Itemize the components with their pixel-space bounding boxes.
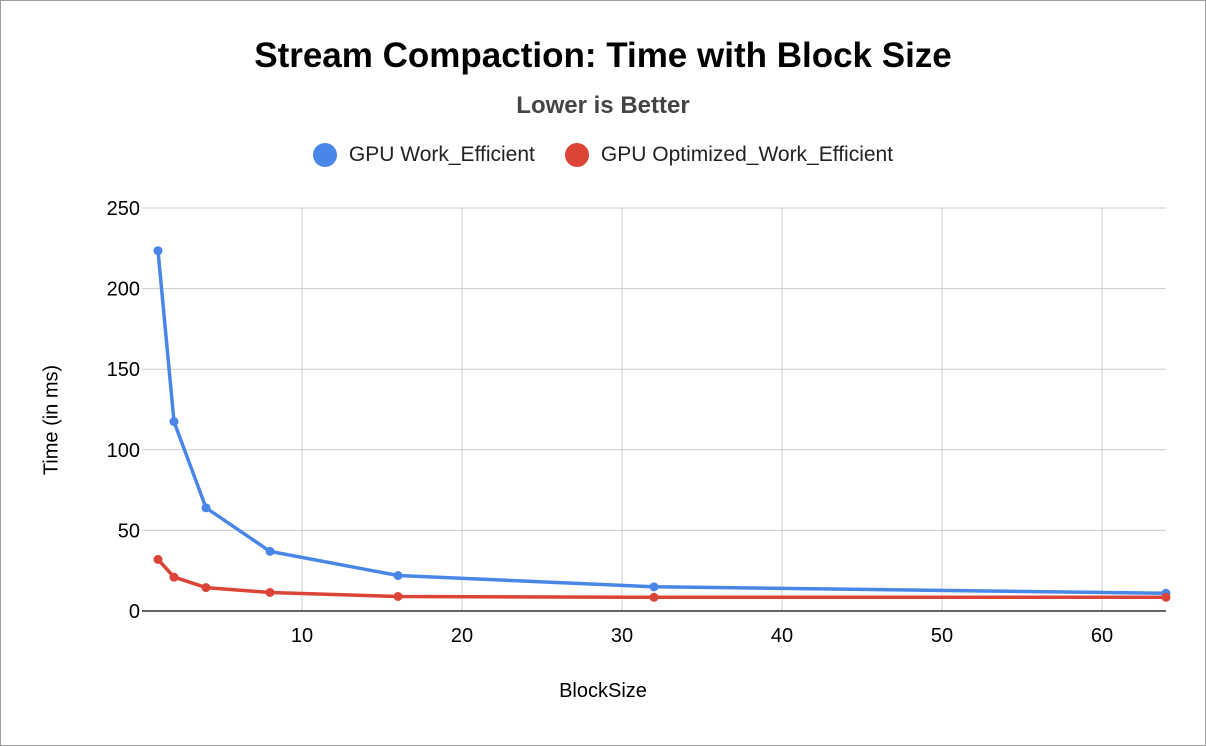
series-0-point-32 xyxy=(649,582,659,592)
legend-label-work-efficient: GPU Work_Efficient xyxy=(348,143,535,166)
legend-marker-optimized-work-efficient xyxy=(564,143,589,167)
x-tick-label-10: 10 xyxy=(291,625,313,647)
y-tick-label-0: 0 xyxy=(129,601,140,623)
series-1-point-64 xyxy=(1161,592,1171,602)
x-tick-label-20: 20 xyxy=(451,625,473,647)
series-1-point-4 xyxy=(201,583,211,593)
legend-label-optimized-work-efficient: GPU Optimized_Work_Efficient xyxy=(600,143,894,166)
chart-title: Stream Compaction: Time with Block Size xyxy=(254,36,952,75)
legend-marker-work-efficient xyxy=(312,143,337,167)
y-axis-label: Time (in ms) xyxy=(40,364,63,476)
series-1-point-32 xyxy=(649,592,659,602)
tick-labels: 0 50 100 150 200 250 10 20 30 40 50 60 xyxy=(107,198,1114,647)
series-0-point-2 xyxy=(169,417,179,427)
y-tick-label-100: 100 xyxy=(107,440,140,462)
x-axis-label: BlockSize xyxy=(559,680,647,702)
series-1-point-16 xyxy=(393,591,403,601)
legend-item-optimized-work-efficient[interactable]: GPU Optimized_Work_Efficient xyxy=(564,143,894,167)
series-1-point-1 xyxy=(153,554,163,564)
chart-legend: GPU Work_Efficient GPU Optimized_Work_Ef… xyxy=(0,143,1206,167)
x-tick-label-30: 30 xyxy=(611,625,633,647)
series-0-line xyxy=(156,250,1167,596)
x-tick-label-50: 50 xyxy=(931,625,953,647)
x-tick-label-40: 40 xyxy=(771,625,793,647)
legend-item-work-efficient[interactable]: GPU Work_Efficient xyxy=(312,143,535,167)
y-tick-label-200: 200 xyxy=(107,279,140,301)
chart-subtitle: Lower is Better xyxy=(516,92,690,119)
x-tick-label-60: 60 xyxy=(1091,625,1113,647)
grid-lines xyxy=(142,207,1166,611)
series-0-point-8 xyxy=(265,546,275,556)
series-0-point-16 xyxy=(393,571,403,581)
series-0-point-4 xyxy=(201,503,211,513)
series-layer xyxy=(153,246,1171,602)
series-1-point-8 xyxy=(265,587,275,597)
series-0-point-1 xyxy=(153,246,163,256)
y-tick-label-250: 250 xyxy=(107,198,140,220)
y-tick-label-50: 50 xyxy=(118,520,140,542)
series-1-point-2 xyxy=(169,572,179,582)
y-tick-label-150: 150 xyxy=(107,359,140,381)
